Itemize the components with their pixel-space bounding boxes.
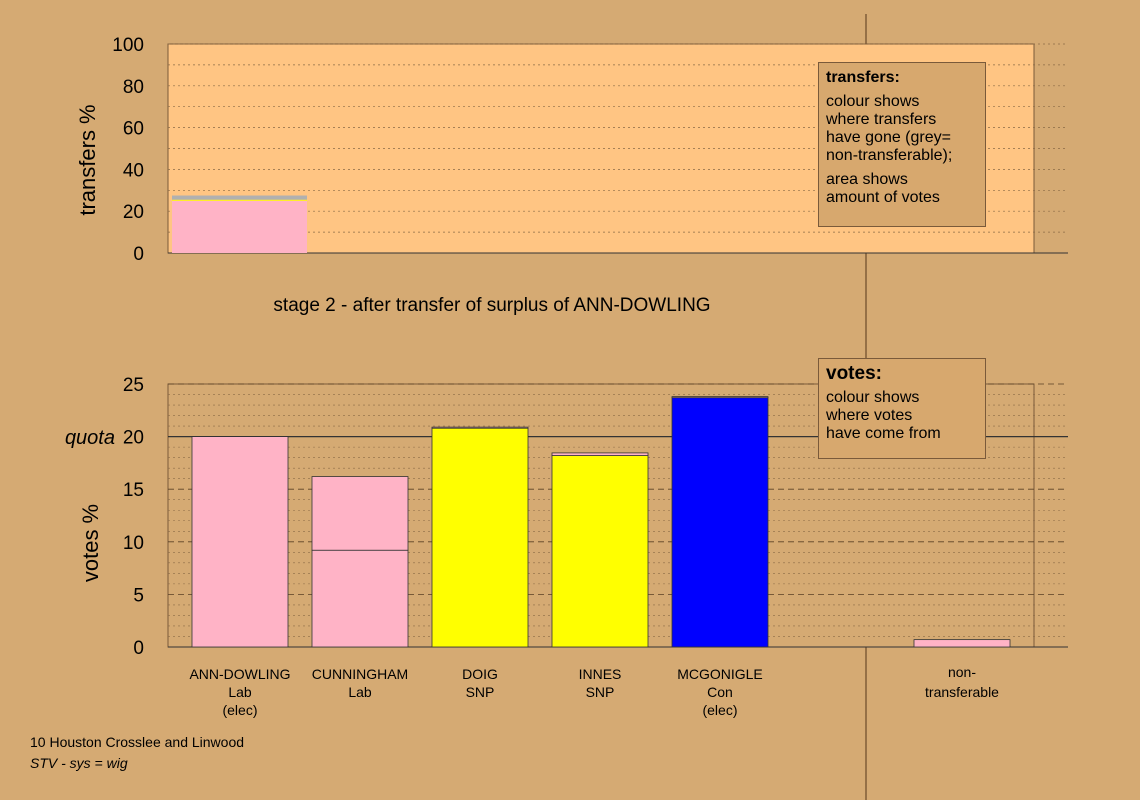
votes-y-tick-label: 10 [123,533,144,554]
transfers-bar-segment [172,200,307,253]
transfers-legend: transfers: colour shows where transfers … [818,62,986,227]
transfers-bars [172,195,307,253]
candidate-label: MCGONIGLE [677,666,763,682]
votes-legend-line: where votes [826,407,913,424]
votes-x-labels: ANN-DOWLING Lab (elec) CUNNINGHAM Lab DOIG SNP… [189,664,999,718]
transfers-y-axis-label: transfers % [75,104,100,215]
votes-legend-text: colour shows where votes have come from [826,389,978,443]
votes-bars [191,396,1011,648]
transfers-y-tick-label: 20 [123,202,144,223]
candidate-label: ANN-DOWLING [189,666,290,682]
votes-legend: votes: colour shows where votes have com… [818,358,986,459]
transfers-legend-line: amount of votes [826,189,940,206]
votes-bar-segment [191,436,289,648]
transfers-bar-segment [172,195,307,200]
transfers-y-tick-label: 0 [133,244,144,265]
nontransferable-label: non- [948,664,976,680]
votes-y-ticks: 0 5 10 15 20 25 [123,375,144,659]
votes-panel: 0 5 10 15 20 25 ANN-DOWLING Lab (elec) CUNNINGHA… [65,375,1068,718]
transfers-legend-text: area shows amount of votes [826,171,978,207]
nontransferable-bar [913,639,1011,648]
votes-legend-line: have come from [826,425,941,442]
votes-bar-segment [551,455,649,648]
transfers-legend-line: colour shows [826,93,920,110]
transfers-legend-line: where transfers [826,111,937,128]
transfers-y-ticks: 0 20 40 60 80 100 [112,35,144,265]
votes-y-tick-label: 20 [123,428,144,449]
votes-bar-segment [311,476,409,551]
votes-y-axis-label: votes % [78,504,103,582]
transfers-legend-line: area shows [826,171,908,188]
candidate-label: DOIG [462,666,498,682]
candidate-label: (elec) [702,702,737,718]
votes-bar-segment [551,452,649,456]
votes-y-tick-label: 15 [123,480,144,501]
transfers-y-tick-label: 60 [123,119,144,140]
candidate-label: Lab [228,684,252,700]
votes-bar-segment [431,427,529,648]
footer-system: STV - sys = wig [30,755,128,771]
candidate-label: SNP [466,684,495,700]
stage-caption: stage 2 - after transfer of surplus of A… [273,295,710,316]
transfers-y-tick-label: 100 [112,35,144,56]
nontransferable-label: transferable [925,684,999,700]
votes-legend-title: votes: [826,363,882,384]
transfers-legend-line: non-transferable); [826,147,953,164]
candidate-label: Lab [348,684,372,700]
votes-legend-line: colour shows [826,389,920,406]
votes-y-tick-label: 25 [123,375,144,396]
candidate-label: SNP [586,684,615,700]
transfers-legend-line: have gone (grey= [826,129,951,146]
transfers-legend-title: transfers: [826,69,900,86]
votes-y-tick-label: 0 [133,638,144,659]
transfers-legend-text: colour shows where transfers have gone (… [826,93,978,165]
candidate-label: INNES [579,666,622,682]
transfers-y-tick-label: 80 [123,77,144,98]
votes-bar-segment [311,549,409,648]
candidate-label: (elec) [222,702,257,718]
footer-constituency: 10 Houston Crosslee and Linwood [30,734,245,750]
transfers-bar-segment [172,199,307,201]
candidate-label: Con [707,684,733,700]
votes-bar-segment [671,397,769,648]
votes-y-tick-label: 5 [133,585,144,606]
transfers-y-tick-label: 40 [123,160,144,181]
candidate-label: CUNNINGHAM [312,666,408,682]
votes-bar-segment [671,396,769,399]
quota-label: quota [65,427,115,449]
votes-bar-segment [431,426,529,429]
